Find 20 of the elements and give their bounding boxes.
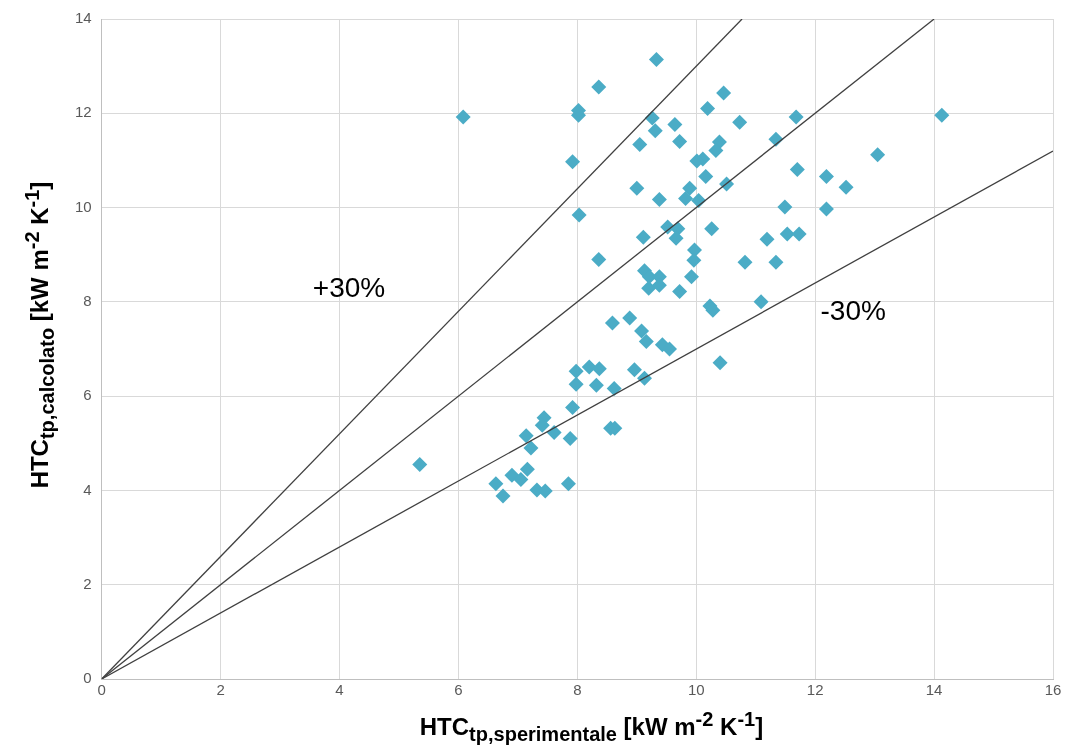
x-tick-label: 14: [925, 681, 943, 699]
y-tick-label: 10: [75, 197, 92, 215]
x-tick-label: 0: [97, 681, 106, 699]
annotation: +30%: [312, 272, 386, 304]
y-tick-label: 14: [75, 9, 92, 27]
y-tick-label: 2: [83, 574, 92, 592]
x-tick-label: 16: [1044, 681, 1062, 699]
y-tick-label: 12: [75, 103, 92, 121]
x-tick-label: 12: [806, 681, 824, 699]
y-tick-label: 8: [83, 292, 92, 309]
x-tick-label: 6: [454, 681, 463, 699]
y-tick-label: 0: [83, 669, 92, 687]
y-tick-label: 6: [83, 386, 92, 404]
annotation: -30%: [820, 295, 886, 327]
x-tick-label: 8: [573, 681, 582, 699]
x-tick-label: 4: [335, 681, 344, 699]
y-tick-label: 4: [83, 480, 92, 498]
x-tick-label: 2: [216, 681, 225, 699]
x-tick-label: 10: [687, 681, 705, 699]
x-axis-title: HTC$_{tp,sperimentale}$ [kW m$^{-2}$ K$^{-1}$]: [418, 708, 765, 746]
